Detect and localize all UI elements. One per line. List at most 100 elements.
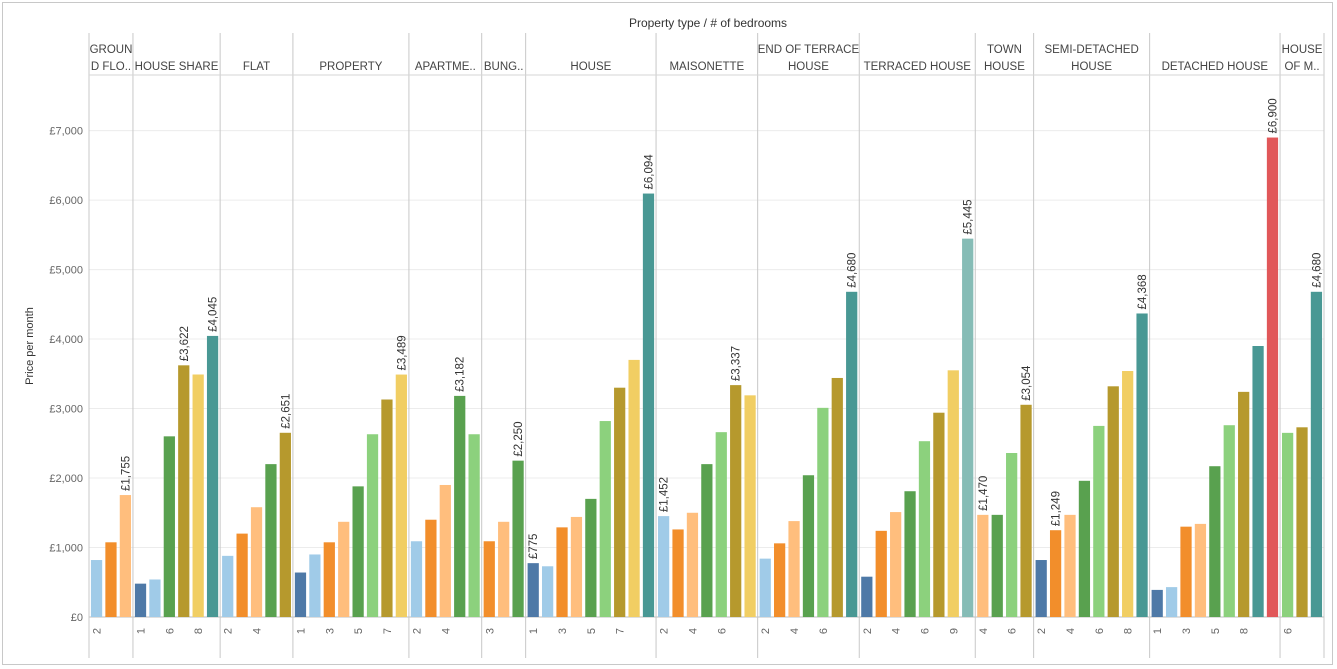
bar[interactable]	[918, 441, 931, 617]
panel-maisonette: MAISONETTE £1,452 £3,337 2 4 6	[656, 33, 759, 658]
bar[interactable]	[1064, 514, 1076, 617]
bar[interactable]	[323, 542, 335, 617]
bar[interactable]	[802, 475, 815, 617]
y-axis-label: Price per month	[24, 307, 36, 385]
bar[interactable]	[715, 432, 727, 617]
bar[interactable]	[119, 495, 132, 617]
bar[interactable]	[759, 558, 771, 617]
bar[interactable]	[1107, 386, 1119, 617]
bar[interactable]	[265, 464, 277, 617]
bar[interactable]	[250, 507, 263, 617]
bar[interactable]	[468, 434, 480, 617]
bar[interactable]	[1252, 346, 1264, 617]
bar[interactable]	[1238, 391, 1250, 617]
bar[interactable]	[178, 365, 190, 617]
bar[interactable]	[149, 579, 161, 617]
bar[interactable]	[1209, 466, 1221, 617]
bar[interactable]	[788, 521, 800, 617]
bar[interactable]	[134, 583, 147, 617]
bar[interactable]	[1020, 404, 1032, 617]
bar[interactable]	[831, 377, 843, 617]
x-tick-label: 4	[440, 628, 452, 634]
bar[interactable]	[890, 512, 902, 617]
bar[interactable]	[1194, 523, 1207, 617]
bar[interactable]	[1165, 587, 1178, 617]
bar[interactable]	[498, 521, 510, 617]
bar[interactable]	[395, 374, 407, 617]
bar[interactable]	[1049, 530, 1062, 617]
bar[interactable]	[817, 407, 829, 617]
x-tick-label: 1	[528, 628, 540, 634]
bar[interactable]	[454, 395, 466, 617]
bar[interactable]	[599, 421, 611, 617]
bar[interactable]	[206, 335, 219, 617]
bar[interactable]	[1136, 313, 1148, 617]
data-label: £2,651	[280, 394, 292, 429]
bar[interactable]	[542, 566, 554, 617]
bar[interactable]	[642, 193, 655, 617]
data-label: £775	[528, 534, 540, 560]
bar[interactable]	[222, 555, 234, 617]
bar[interactable]	[628, 359, 640, 617]
bar[interactable]	[1122, 371, 1134, 617]
bar[interactable]	[658, 516, 670, 617]
bar[interactable]	[991, 514, 1003, 617]
bar[interactable]	[1093, 425, 1105, 617]
bar[interactable]	[774, 543, 786, 617]
x-tick-label: 2	[659, 628, 671, 634]
bar[interactable]	[294, 572, 307, 617]
bar[interactable]	[977, 514, 989, 617]
bar[interactable]	[90, 560, 103, 617]
bar[interactable]	[105, 542, 117, 617]
bar[interactable]	[1296, 427, 1308, 617]
bar[interactable]	[1180, 526, 1192, 617]
bar[interactable]	[861, 576, 873, 617]
bar[interactable]	[585, 498, 597, 617]
bar[interactable]	[730, 385, 742, 617]
bar[interactable]	[614, 387, 626, 617]
bar[interactable]	[672, 529, 684, 617]
x-tick-label: 7	[615, 628, 627, 634]
bar[interactable]	[846, 291, 858, 617]
bar[interactable]	[744, 395, 756, 617]
bar[interactable]	[410, 541, 423, 617]
bar[interactable]	[962, 238, 974, 617]
bar[interactable]	[366, 434, 379, 617]
bar[interactable]	[701, 464, 713, 617]
x-tick-label: 4	[789, 628, 801, 634]
bar[interactable]	[425, 519, 437, 617]
panel-header-label: MAISONETTE	[669, 61, 744, 73]
bar[interactable]	[512, 460, 524, 617]
bar[interactable]	[904, 491, 916, 617]
bar[interactable]	[527, 563, 539, 617]
bar[interactable]	[279, 432, 291, 617]
panel-header-label: APARTME..	[415, 61, 476, 73]
bar[interactable]	[439, 484, 451, 617]
bar[interactable]	[1006, 453, 1018, 617]
bar[interactable]	[933, 412, 945, 617]
bar[interactable]	[686, 512, 699, 617]
bar[interactable]	[381, 399, 393, 617]
bar[interactable]	[1035, 560, 1047, 617]
bar[interactable]	[1151, 589, 1163, 617]
bar[interactable]	[1281, 432, 1294, 617]
bar[interactable]	[1310, 291, 1323, 617]
bar[interactable]	[192, 374, 204, 617]
bar[interactable]	[947, 370, 959, 617]
y-axis-ticks: £0 £1,000 £2,000 £3,000 £4,000 £5,000 £6,000 £7…	[49, 126, 83, 624]
y-tick-label: £5,000	[49, 265, 83, 277]
bar[interactable]	[570, 516, 583, 617]
bar[interactable]	[338, 521, 350, 617]
bar[interactable]	[352, 486, 364, 617]
bar[interactable]	[556, 527, 568, 617]
bar[interactable]	[875, 530, 887, 617]
bar[interactable]	[1266, 137, 1279, 618]
bar[interactable]	[163, 436, 175, 617]
bar[interactable]	[236, 533, 248, 617]
bar[interactable]	[483, 541, 495, 617]
bar[interactable]	[1078, 480, 1091, 617]
data-label: £3,182	[455, 357, 467, 392]
bar[interactable]	[309, 554, 321, 617]
bar[interactable]	[1223, 425, 1235, 617]
x-tick-label: 4	[891, 628, 903, 634]
